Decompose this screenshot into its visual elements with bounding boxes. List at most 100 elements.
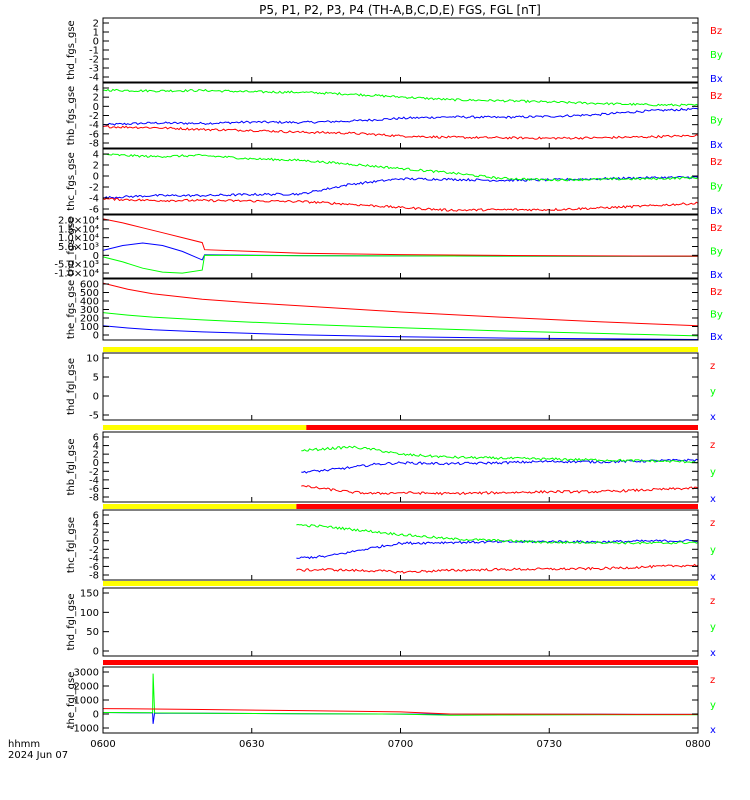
x-tick-label: 0730 [537,739,562,750]
series-line-bz [102,197,699,212]
y-tick-label: 400 [80,297,99,308]
series-line-y [296,523,699,545]
y-tick-label: 2000 [74,682,99,693]
y-axis-label: thd_fgl_gse [66,358,77,415]
series-line-bz [102,282,699,327]
y-tick-label: 50 [86,627,99,638]
y-axis-label: thb_fgl_gse [66,439,77,496]
series-line-by [102,254,699,274]
panel-frame [102,431,699,503]
y-tick-label: 4 [93,441,99,452]
series-line-y [301,445,699,464]
y-tick-label: 1.5×10⁴ [58,224,99,235]
legend-z: z [710,675,715,686]
y-tick-label: 100 [80,608,99,619]
y-tick-label: 3000 [74,668,99,679]
legend-z: z [710,518,715,529]
data-availability-bar [103,660,698,665]
series-line-z [301,485,699,496]
panel-frame [102,278,699,341]
series-line-x [301,458,699,474]
y-axis-label: thd_fgs_gse [66,20,77,79]
y-tick-label: -3 [89,64,99,75]
legend-bx: Bx [710,332,723,343]
y-tick-label: -8 [89,139,99,150]
legend-x: x [710,648,716,659]
y-tick-label: -8 [89,493,99,504]
y-tick-label: 2 [93,528,99,539]
legend-z: z [710,361,715,372]
y-tick-label: 600 [80,280,99,291]
y-axis-label: thb_fgs_gse [66,86,77,145]
data-availability-bar [103,347,698,352]
y-tick-label: 0 [93,172,99,183]
y-axis-label: the_fgl_gse [66,672,77,729]
legend-y: y [710,387,716,398]
series-line-by [102,312,699,337]
y-tick-label: 2.0×10⁴ [58,216,99,227]
legend-y: y [710,545,716,556]
series-line-z [296,563,699,574]
y-tick-label: 1000 [74,696,99,707]
y-tick-label: 0 [93,251,99,262]
y-axis-label: thc_fgs_gse [66,152,77,211]
y-axis-label: thd_fgl_gse [66,594,77,651]
y-tick-label: -8 [89,571,99,582]
panel-9: 150 100 50 0 thd_fgl_gse z y x [66,587,716,659]
y-tick-label: -2 [89,55,99,66]
y-tick-label: -1.0×10⁴ [54,269,99,280]
y-tick-label: -2 [89,467,99,478]
panel-2: 420-2-4-6-8 thb_fgs_gse Bz By Bx [66,82,723,151]
panel-frame [102,148,699,215]
plot-title: P5, P1, P2, P3, P4 (TH-A,B,C,D,E) FGS, F… [259,3,541,17]
y-axis-label: thc_fgl_gse [66,517,77,573]
y-tick-label: -6 [89,129,99,140]
x-tick-label: 0630 [239,739,264,750]
y-tick-label: -1 [89,46,99,57]
panel-frame [102,17,699,83]
y-tick-label: -5 [89,411,99,422]
x-tick-label: 0700 [388,739,413,750]
legend-bx: Bx [710,140,723,151]
y-tick-label: 2 [93,450,99,461]
panel-frame [102,509,699,581]
time-axis-date: 2024 Jun 07 [8,750,68,761]
y-tick-label: 0 [93,37,99,48]
series-line-bx [102,242,699,261]
data-availability-bar [103,504,297,509]
y-tick-label: 1 [93,28,99,39]
data-availability-bar [103,425,307,430]
y-tick-label: -6 [89,562,99,573]
y-tick-label: 5.0×10³ [58,242,99,253]
y-tick-label: -6 [89,205,99,216]
y-tick-label: -4 [89,553,99,564]
series-line-x [296,539,699,560]
panel-frame [102,666,699,734]
series-line-bz [102,125,699,140]
panel-frame [102,82,699,149]
legend-x: x [710,412,716,423]
y-tick-label: 0 [93,392,99,403]
x-tick-label: 0600 [90,739,115,750]
series-line-z [102,708,699,715]
data-availability-bar [306,425,698,430]
y-tick-label: -4 [89,194,99,205]
y-tick-label: 10 [86,354,99,365]
y-axis-label: thd_fgs_gse [66,217,77,276]
y-tick-label: 4 [93,519,99,530]
legend-bx: Bx [710,270,723,281]
panel-3: 420-2-4-6 thc_fgs_gse Bz By Bx [66,148,723,217]
y-tick-label: 150 [80,589,99,600]
legend-bz: Bz [710,26,722,37]
y-tick-label: 6 [93,511,99,522]
legend-x: x [710,572,716,583]
legend-y: y [710,622,716,633]
y-tick-label: 300 [80,305,99,316]
y-tick-label: -1000 [70,724,99,735]
y-tick-label: 0 [93,647,99,658]
y-tick-label: 0 [93,331,99,342]
legend-bx: Bx [710,206,723,217]
